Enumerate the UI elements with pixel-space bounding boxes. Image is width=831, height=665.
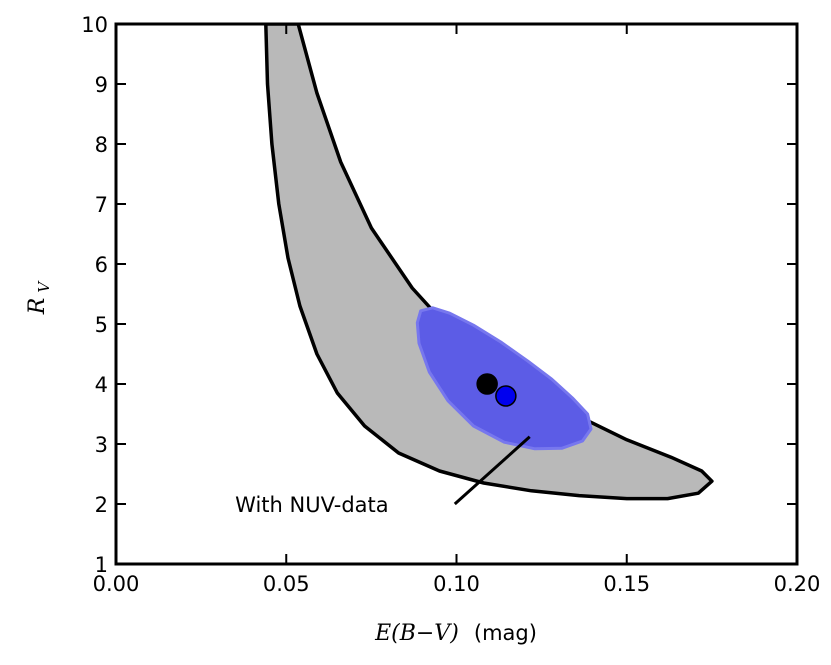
y-axis-label-main: R: [25, 298, 50, 316]
best-fit-blue-nuv: [495, 385, 517, 407]
axes-layer: 0.00 0.05 0.10 0.15 0.20 1 2 3 4 5 6 7 8 9 10: [81, 13, 820, 596]
best-fit-black: [476, 373, 498, 395]
y-tick-label: 2: [95, 493, 108, 517]
x-tick-label: 0.20: [774, 572, 821, 596]
y-tick-label: 9: [95, 73, 108, 97]
annotation-layer: With NUV-data: [235, 435, 531, 517]
x-axis-label: E(B−V) (mag): [374, 621, 537, 646]
y-tick-label: 1: [95, 553, 108, 577]
y-tick-label: 7: [95, 193, 108, 217]
y-tick-label: 5: [95, 313, 108, 337]
x-tick-label: 0.05: [263, 572, 310, 596]
y-axis-label-sub: V: [35, 280, 53, 293]
broad-confidence-region: [264, 24, 714, 501]
x-tick-label: 0.10: [433, 572, 480, 596]
nuv-confidence-region: [415, 306, 593, 451]
annotation-text: With NUV-data: [235, 493, 388, 517]
y-tick-label: 4: [95, 373, 108, 397]
y-tick-label: 6: [95, 253, 108, 277]
points-layer: [476, 373, 517, 407]
x-tick-label: 0.00: [93, 572, 140, 596]
annotation-arrow: [453, 435, 531, 506]
x-axis-label-unit: (mag): [474, 621, 537, 645]
regions-layer: [264, 24, 714, 501]
y-tick-label: 3: [95, 433, 108, 457]
x-axis-label-math: E(B−V): [374, 621, 459, 646]
y-axis-label: R V: [25, 280, 53, 316]
y-tick-label: 8: [95, 133, 108, 157]
y-tick-label: 10: [81, 13, 108, 37]
x-tick-label: 0.15: [603, 572, 650, 596]
